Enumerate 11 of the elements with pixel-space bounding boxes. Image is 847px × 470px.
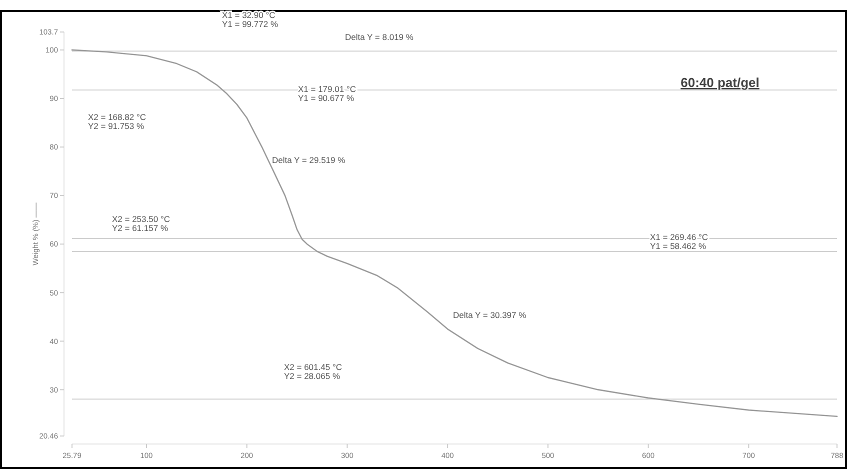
- annotation: X1 = 269.46 °C Y1 = 58.462 %: [650, 232, 708, 251]
- annotation: X2 = 253.50 °C Y2 = 61.157 %: [112, 214, 170, 233]
- annotation: X2 = 601.45 °C Y2 = 28.065 %: [284, 362, 342, 381]
- annotation: Delta Y = 8.019 %: [345, 32, 414, 42]
- annotation: Delta Y = 29.519 %: [272, 155, 346, 165]
- text: 60:40 pat/gel: [680, 75, 760, 90]
- annotation: Delta Y = 30.397 %: [453, 310, 527, 320]
- annotation: X2 = 168.82 °C Y2 = 91.753 %: [88, 112, 146, 131]
- line-series: [71, 49, 838, 418]
- annotation: X1 = 179.01 °C Y1 = 90.677 %: [298, 84, 356, 103]
- text: X1 = 32.90 °C Y1 = 99.772 %: [222, 10, 278, 29]
